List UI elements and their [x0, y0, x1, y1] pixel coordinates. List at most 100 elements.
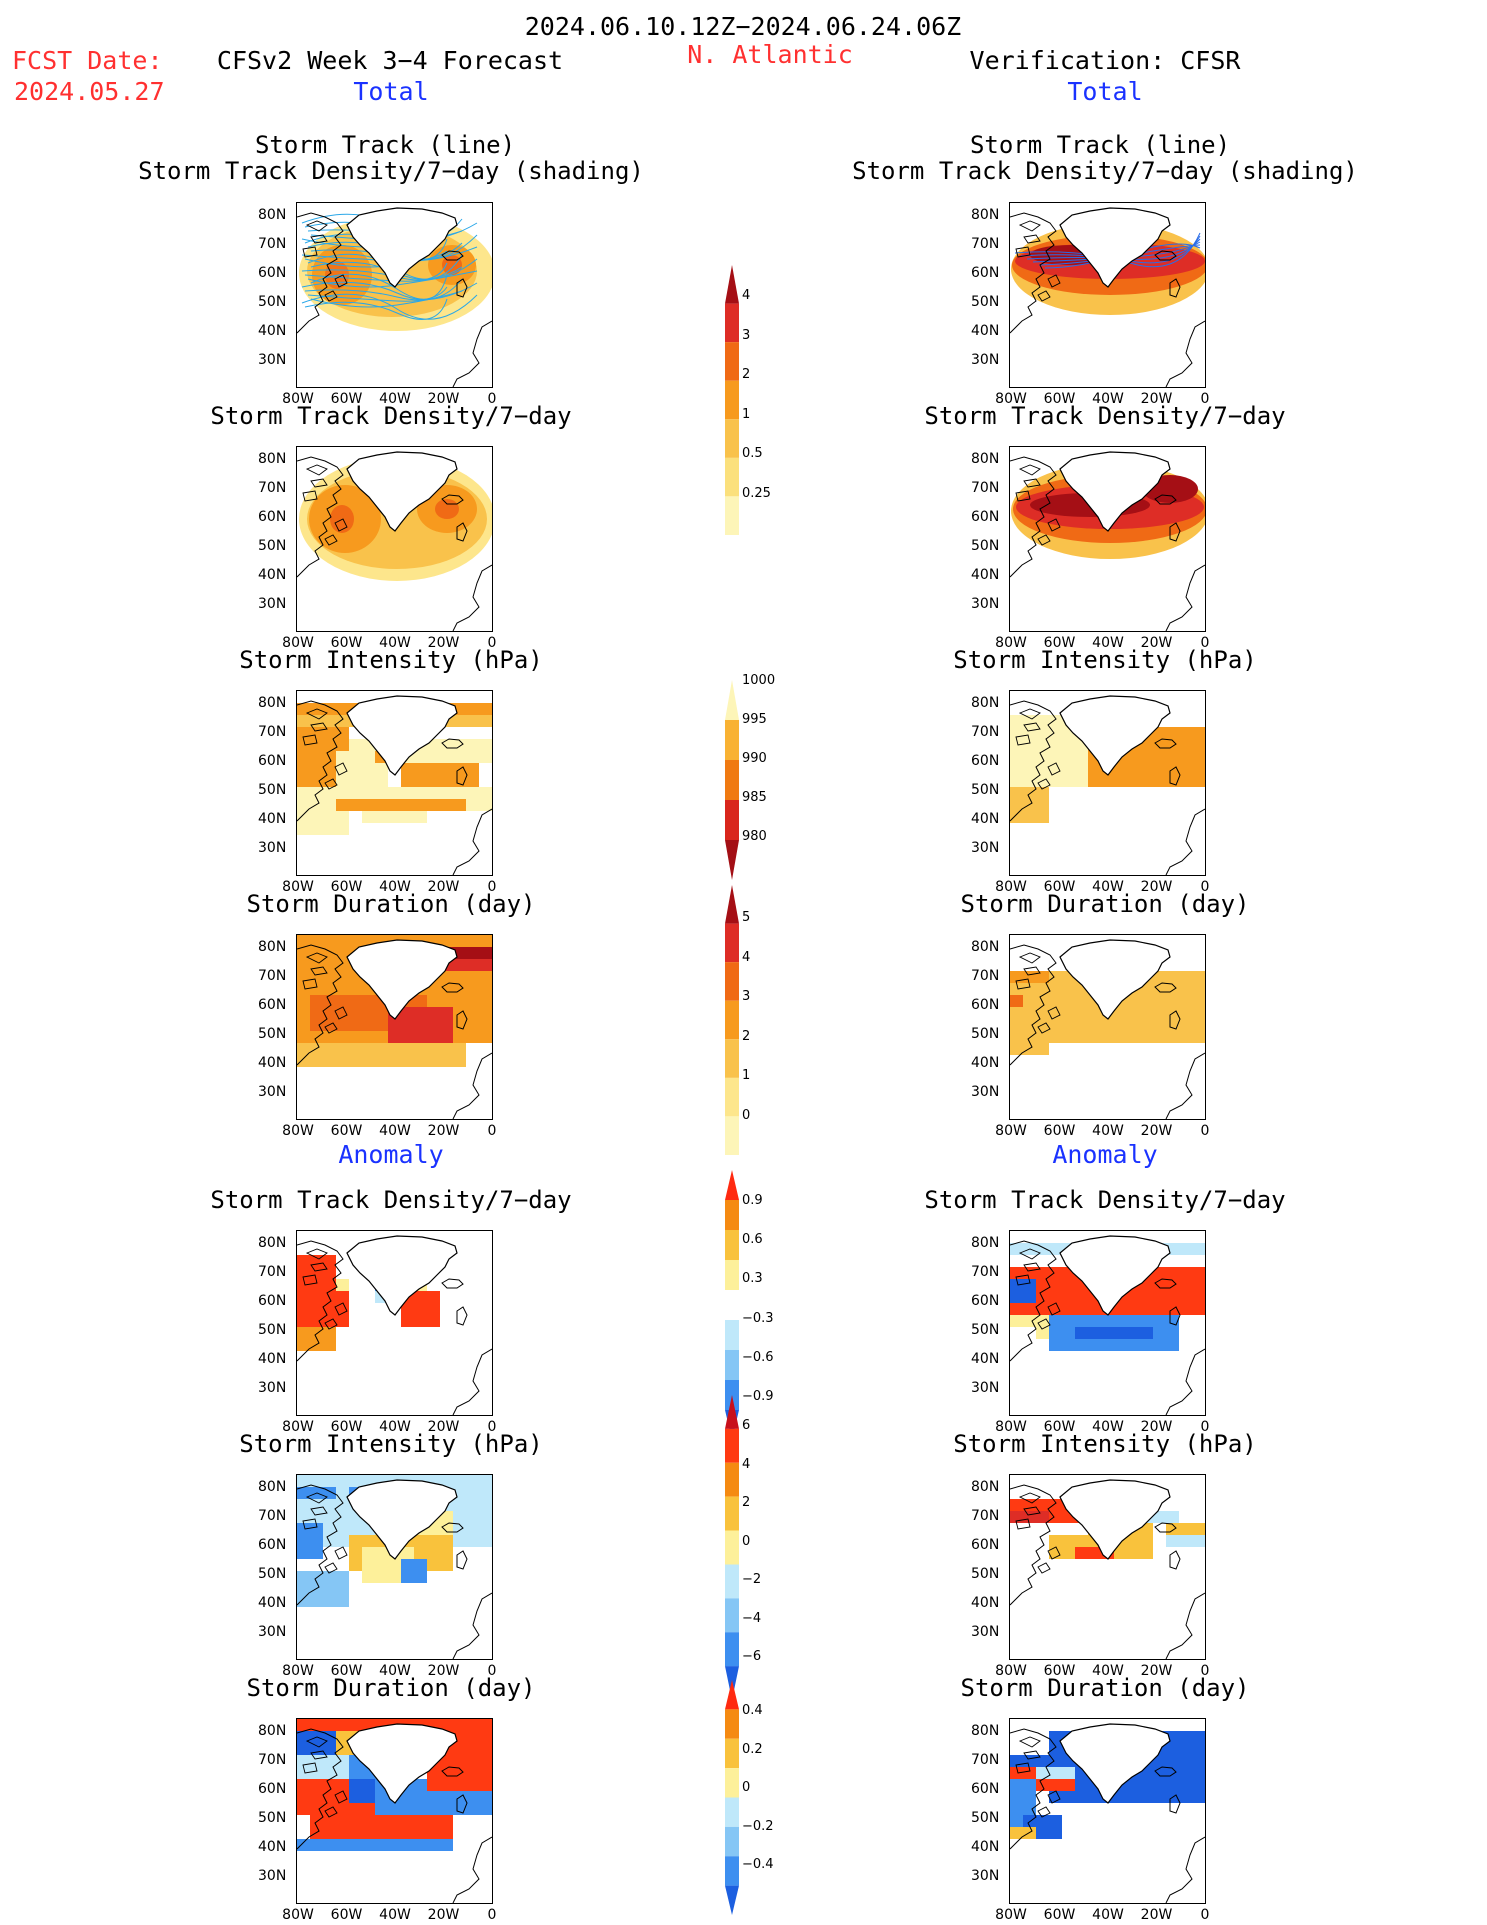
latitude-tick-label: 70N [258, 1752, 287, 1768]
colorbar-tick-label: −6 [742, 1649, 762, 1664]
right-intensity-anom-title: Storm Intensity (hPa) [953, 1430, 1257, 1458]
colorbar-tick-label: 995 [742, 712, 767, 727]
longitude-tick-label: 20W [427, 391, 460, 407]
colorbar-tick-label: 0.2 [742, 1741, 763, 1757]
longitude-tick-label: 20W [427, 1419, 460, 1435]
longitude-tick-label: 80W [995, 1907, 1027, 1923]
longitude-tick-label: 0 [487, 1907, 497, 1923]
period-title: 2024.06.10.12Z−2024.06.24.06Z [524, 12, 962, 41]
right-anomaly-label: Anomaly [1052, 1140, 1158, 1169]
longitude-tick-label: 0 [1200, 1663, 1210, 1679]
longitude-tick-label: 20W [1140, 1663, 1173, 1679]
latitude-tick-label: 30N [258, 1624, 287, 1640]
longitude-tick-label: 0 [487, 635, 497, 651]
verification-map-ra_intensity [1009, 1474, 1206, 1660]
left-duration-anom-title: Storm Duration (day) [246, 1674, 536, 1702]
colorbar-density-anom [722, 1170, 742, 1444]
latitude-tick-label: 70N [971, 1264, 1000, 1280]
latitude-tick-label: 80N [971, 1235, 1000, 1251]
colorbar-tick-label: 980 [742, 829, 767, 844]
longitude-tick-label: 60W [1043, 879, 1076, 895]
latitude-tick-label: 50N [971, 294, 1000, 310]
latitude-tick-label: 30N [971, 1868, 1000, 1884]
latitude-tick-label: 30N [258, 352, 287, 368]
latitude-tick-label: 80N [258, 1479, 287, 1495]
latitude-tick-label: 60N [258, 1537, 287, 1553]
latitude-tick-label: 80N [971, 939, 1000, 955]
longitude-tick-label: 80W [995, 879, 1027, 895]
latitude-tick-label: 70N [258, 1508, 287, 1524]
latitude-tick-label: 60N [971, 1537, 1000, 1553]
latitude-tick-label: 80N [971, 451, 1000, 467]
latitude-tick-label: 50N [258, 1810, 287, 1826]
longitude-tick-label: 20W [427, 879, 460, 895]
latitude-tick-label: 40N [258, 323, 287, 339]
latitude-tick-label: 40N [971, 1839, 1000, 1855]
longitude-tick-label: 80W [282, 879, 314, 895]
left-track-shading-title: Storm Track Density/7−day (shading) [138, 157, 644, 185]
colorbar-tick-label: 990 [742, 751, 767, 766]
left-total-label: Total [353, 77, 429, 106]
colorbar-tick-label: 3 [742, 327, 751, 343]
colorbar-tick-label: 0 [742, 1780, 751, 1795]
fcst-date-label: FCST Date: [12, 46, 163, 75]
latitude-tick-label: 70N [971, 968, 1000, 984]
longitude-tick-label: 20W [427, 635, 460, 651]
latitude-tick-label: 80N [971, 1723, 1000, 1739]
latitude-tick-label: 40N [258, 1351, 287, 1367]
longitude-tick-label: 60W [330, 635, 363, 651]
latitude-tick-label: 60N [971, 997, 1000, 1013]
left-intensity-title: Storm Intensity (hPa) [239, 646, 543, 674]
longitude-tick-label: 40W [379, 1907, 411, 1923]
longitude-tick-label: 0 [1200, 879, 1210, 895]
latitude-tick-label: 60N [971, 753, 1000, 769]
colorbar-tick-label: −0.9 [742, 1389, 774, 1404]
latitude-tick-label: 60N [258, 753, 287, 769]
latitude-tick-label: 70N [258, 1264, 287, 1280]
colorbar-tick-label: −4 [742, 1610, 762, 1626]
latitude-tick-label: 30N [258, 840, 287, 856]
latitude-tick-label: 80N [258, 939, 287, 955]
longitude-tick-label: 20W [427, 1123, 460, 1139]
latitude-tick-label: 60N [258, 265, 287, 281]
latitude-tick-label: 70N [971, 1752, 1000, 1768]
latitude-tick-label: 70N [971, 236, 1000, 252]
fcst-date-value: 2024.05.27 [14, 77, 165, 106]
latitude-tick-label: 60N [258, 997, 287, 1013]
longitude-tick-label: 20W [1140, 635, 1173, 651]
longitude-tick-label: 40W [1092, 1123, 1124, 1139]
colorbar-tick-label: −0.2 [742, 1818, 774, 1834]
latitude-tick-label: 30N [258, 596, 287, 612]
right-track-shading-title: Storm Track Density/7−day (shading) [852, 157, 1358, 185]
latitude-tick-label: 50N [258, 294, 287, 310]
colorbar-tick-label: 2 [742, 367, 751, 382]
latitude-tick-label: 30N [971, 352, 1000, 368]
latitude-tick-label: 40N [258, 811, 287, 827]
verification-map-ra_duration [1009, 1718, 1206, 1904]
colorbar-tick-label: 1 [742, 1068, 751, 1083]
colorbar-tick-label: 0 [742, 1533, 751, 1549]
latitude-tick-label: 60N [971, 509, 1000, 525]
latitude-tick-label: 40N [971, 567, 1000, 583]
latitude-tick-label: 50N [258, 1566, 287, 1582]
colorbar-duration [722, 885, 742, 1159]
longitude-tick-label: 0 [1200, 635, 1210, 651]
latitude-tick-label: 50N [971, 1810, 1000, 1826]
latitude-tick-label: 80N [258, 207, 287, 223]
right-column-title: Verification: CFSR [969, 46, 1241, 75]
colorbar-intensity [722, 680, 742, 884]
latitude-tick-label: 50N [971, 538, 1000, 554]
longitude-tick-label: 60W [330, 391, 363, 407]
longitude-tick-label: 20W [427, 1907, 460, 1923]
latitude-tick-label: 80N [258, 1723, 287, 1739]
longitude-tick-label: 20W [1140, 879, 1173, 895]
colorbar-tick-label: 6 [742, 1418, 751, 1433]
verification-map-rt_density [1009, 446, 1206, 632]
forecast-map-lt_track [296, 202, 493, 388]
latitude-tick-label: 80N [258, 451, 287, 467]
latitude-tick-label: 50N [258, 1322, 287, 1338]
latitude-tick-label: 80N [971, 207, 1000, 223]
forecast-map-lt_intensity [296, 690, 493, 876]
longitude-tick-label: 80W [282, 635, 314, 651]
longitude-tick-label: 0 [487, 879, 497, 895]
